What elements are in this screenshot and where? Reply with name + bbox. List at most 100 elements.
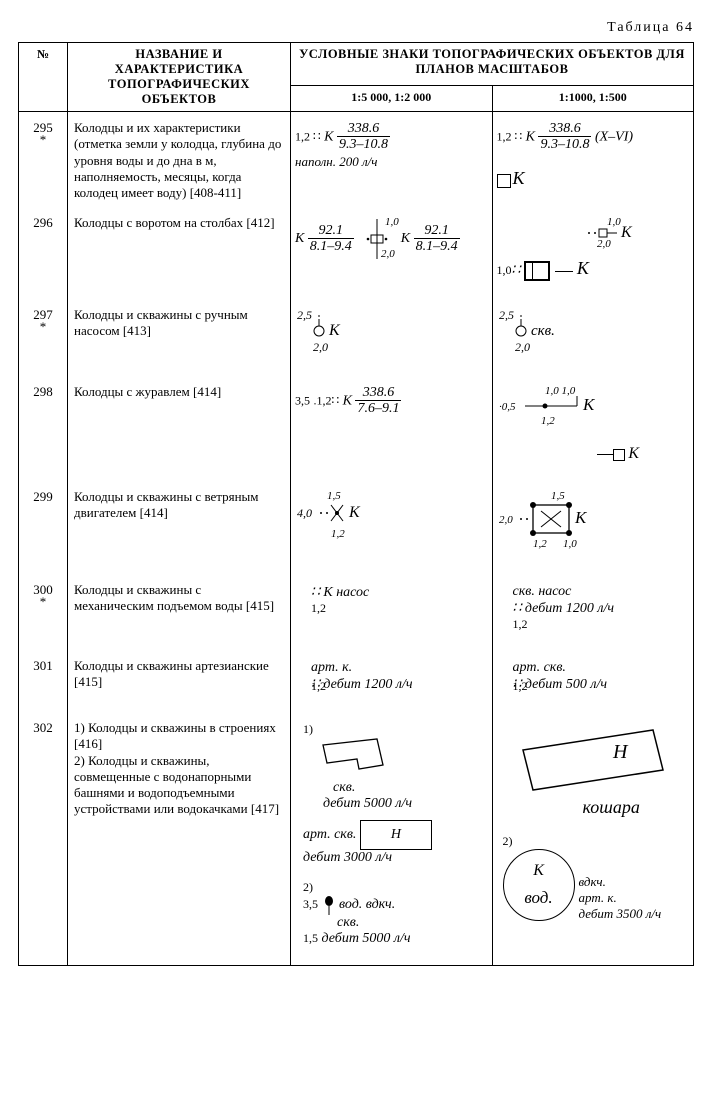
symbol-cell-1: 3,5 .1,2∷ К 338.67.6–9.1: [291, 376, 493, 481]
frac-num: 338.6: [355, 386, 401, 401]
dim: 3,5: [295, 394, 310, 408]
fraction: 92.18.1–9.4: [308, 224, 354, 254]
asterisk: *: [25, 323, 61, 331]
k-label: К: [620, 224, 633, 241]
symbol-cell-2: 1,0 1,0 ·0,5 К 1,2 К: [492, 376, 694, 481]
table-row: 299 Колодцы и скважины с ветряным двигат…: [19, 481, 694, 574]
svg-text:·0,5: ·0,5: [499, 401, 516, 413]
dim: 1,2: [513, 617, 690, 632]
k-label: К: [295, 232, 304, 247]
building-large-icon: Н: [503, 722, 683, 802]
skv-label: скв.: [337, 915, 488, 931]
k-label: К: [348, 504, 361, 521]
art-label: арт. к.: [311, 660, 488, 676]
row-desc: Колодцы и скважины с ручным насосом [413…: [68, 299, 291, 376]
dim: 2,0: [515, 340, 530, 354]
part-label: 1): [303, 722, 488, 737]
circle-icon: К вод.: [503, 849, 575, 921]
fraction: 338.69.3–10.8: [538, 122, 591, 152]
pump-label: К насос: [323, 585, 369, 600]
debit-label: ∷ дебит 1200 л/ч: [513, 600, 690, 617]
part-label: 2): [303, 880, 488, 895]
art-label: арт. скв.: [513, 660, 690, 676]
table-row: 298 Колодцы с журавлем [414] 3,5 .1,2∷ К…: [19, 376, 694, 481]
side-label: арт. к.: [579, 890, 617, 905]
topographic-symbols-table: № НАЗВАНИЕ И ХАРАКТЕРИСТИКА ТОПОГРАФИЧЕС…: [18, 42, 694, 966]
frac-num: 338.6: [337, 122, 390, 137]
symbol-cell-1: 2,5 К 2,0: [291, 299, 493, 376]
row-number: 296: [33, 215, 53, 230]
k-label: К: [328, 322, 341, 339]
frac-den: 8.1–9.4: [414, 239, 460, 254]
dim: 2,5: [499, 308, 514, 322]
vod-label: вод. вдкч.: [339, 897, 395, 912]
row-desc: Колодцы с журавлем [414]: [68, 376, 291, 481]
square-large-icon: [524, 261, 550, 281]
dim: 1,0: [497, 263, 512, 277]
row-desc: 1) Колодцы и скважины в строениях [416] …: [68, 712, 291, 966]
dim: 2,0: [313, 340, 328, 354]
frac-num: 338.6: [538, 122, 591, 137]
dim: 2,0: [499, 514, 513, 526]
square-icon: [497, 174, 511, 188]
k-label: К: [526, 129, 535, 144]
dim: 2,0: [381, 248, 395, 260]
symbol-cell-1: ∷ К насос 1,2: [291, 574, 493, 650]
fraction: 338.69.3–10.8: [337, 122, 390, 152]
row-desc: Колодцы и скважины с механическим подъем…: [68, 574, 291, 650]
fraction: 92.18.1–9.4: [414, 224, 460, 254]
dim: 1,0: [607, 216, 621, 228]
art-label: арт. скв.: [303, 827, 356, 842]
table-row: 302 1) Колодцы и скважины в строениях [4…: [19, 712, 694, 966]
header-scale-1: 1:5 000, 1:2 000: [291, 85, 493, 111]
k-label: К: [577, 258, 589, 278]
symbol-cell-2: Н кошара 2) К вод. вдкч. арт. к. дебит 3…: [492, 712, 694, 966]
asterisk: *: [25, 136, 61, 144]
square-open-icon: [613, 449, 625, 461]
vod-label: вод.: [504, 888, 574, 908]
row-number: 301: [33, 658, 53, 673]
k-label: К: [504, 862, 574, 880]
k-label: К: [401, 232, 410, 247]
dim-prefix: 1,2 ∷: [497, 129, 523, 143]
row-desc: Колодцы и скважины артезианские [415]: [68, 650, 291, 712]
header-num: №: [19, 43, 68, 112]
pump-label: скв. насос: [513, 584, 690, 600]
dim: 1,5: [551, 490, 565, 502]
pump-icon: 2,5 скв. 2,0: [497, 309, 587, 353]
debit-label: дебит 5000 л/ч: [323, 796, 488, 812]
row-desc: Колодцы и скважины с ветряным двигателем…: [68, 481, 291, 574]
well-small-icon: 1,0 К 2,0: [569, 217, 639, 247]
dim: 2,5: [297, 308, 312, 322]
dim: 1,5: [303, 931, 318, 945]
symbol-cell-1: 4,0 1,5 К 1,2: [291, 481, 493, 574]
header-symbols: УСЛОВНЫЕ ЗНАКИ ТОПОГРАФИЧЕСКИХ ОБЪЕКТОВ …: [291, 43, 694, 86]
frac-den: 9.3–10.8: [538, 137, 591, 152]
pump-icon: 2,5 К 2,0: [295, 309, 365, 353]
symbol-cell-1: 1,2 ∷ К 338.69.3–10.8 наполн. 200 л/ч: [291, 112, 493, 208]
k-label: К: [628, 445, 639, 462]
frac-den: 9.3–10.8: [337, 137, 390, 152]
symbol-cell-2: 1,2 ∷ К 338.69.3–10.8 (X–VI) К: [492, 112, 694, 208]
windmill-large-icon: 1,5 2,0 К 1,2 1,0: [497, 491, 637, 551]
symbol-cell-1: 1) скв. дебит 5000 л/ч арт. скв. Н дебит…: [291, 712, 493, 966]
k-label: К: [324, 129, 333, 144]
symbol-cell-1: арт. к. ∷ дебит 1200 л/ч 1,2: [291, 650, 493, 712]
symbol-cell-2: 1,0 К 2,0 1,0∷ К: [492, 207, 694, 299]
part-label: 2): [503, 834, 690, 849]
dim: 0,5: [501, 401, 515, 413]
well-icon: 1,0 2,0: [357, 217, 397, 261]
header-scale-2: 1:1000, 1:500: [492, 85, 694, 111]
suffix: (X–VI): [595, 129, 633, 144]
k-label: К: [343, 394, 352, 409]
symbol-cell-2: 2,5 скв. 2,0: [492, 299, 694, 376]
table-row: 297* Колодцы и скважины с ручным насосом…: [19, 299, 694, 376]
table-row: 295* Колодцы и их характеристики (отметк…: [19, 112, 694, 208]
row-number: 299: [33, 489, 53, 504]
dim: 1,2: [541, 415, 555, 427]
symbol-cell-2: арт. скв. ∷ дебит 500 л/ч 1,2: [492, 650, 694, 712]
k-label: К: [513, 168, 525, 188]
dim-prefix: .1,2∷: [314, 394, 340, 408]
dim: 3,5: [303, 897, 318, 911]
frac-den: 8.1–9.4: [308, 239, 354, 254]
